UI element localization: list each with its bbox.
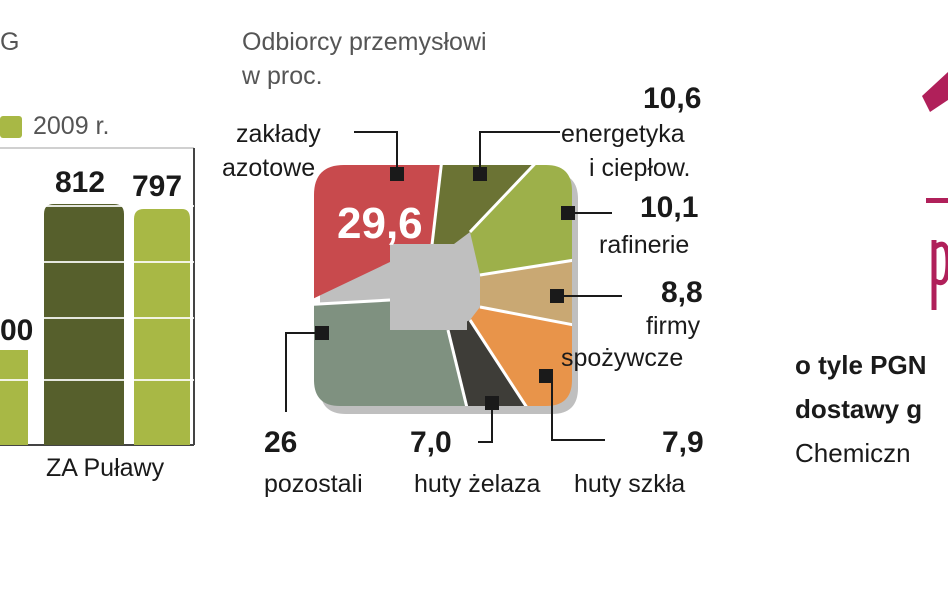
label-firmy-line1: firmy (646, 312, 701, 340)
accent-digit-top (922, 72, 948, 112)
label-energetyka-line1: energetyka (561, 120, 685, 148)
slice-separators (314, 165, 572, 406)
slice-energetyka (430, 165, 548, 262)
bar-value-light: 797 (132, 170, 183, 203)
left-chart-title: G (0, 28, 20, 56)
value-pozostali: 26 (264, 426, 298, 459)
slice-pozostali (314, 300, 470, 406)
slice-zaklady-azotowe (314, 165, 443, 305)
label-huty-szkla: huty szkła (574, 470, 686, 498)
value-rafinerie: 10,1 (640, 191, 699, 224)
right-line1-a: o tyle (795, 350, 871, 380)
right-line3: Chemiczn (795, 438, 911, 468)
leader-markers (315, 167, 575, 410)
label-rafinerie: rafinerie (599, 231, 690, 259)
label-pozostali: pozostali (264, 470, 363, 498)
legend-label-2009: 2009 r. (33, 112, 110, 140)
slice-huty-szkla (470, 307, 572, 406)
value-energetyka: 10,6 (643, 82, 702, 115)
value-firmy-spozywcze: 8,8 (661, 276, 703, 309)
right-line1: o tyle PGN (795, 352, 926, 378)
bar-za-pulawy-dark (44, 204, 124, 445)
pie-title: Odbiorcy przemysłowi (242, 28, 487, 56)
value-huty-zelaza: 7,0 (410, 426, 452, 459)
label-firmy-line2: spożywcze (561, 344, 684, 372)
value-zaklady-azotowe: 29,6 (337, 199, 423, 248)
bar-value-dark: 812 (55, 166, 106, 199)
label-zaklady-line1: zakłady (236, 120, 321, 148)
label-huty-zelaza: huty żelaza (414, 470, 541, 498)
accent-dash (926, 198, 948, 203)
label-zaklady-line2: azotowe (222, 154, 316, 182)
bar-za-pulawy-light (134, 209, 190, 445)
value-huty-szkla: 7,9 (662, 426, 704, 459)
bar-left-partial (0, 350, 28, 445)
accent-letter (931, 240, 948, 310)
right-line1-b: PGN (870, 350, 927, 380)
right-line2: dostawy g (795, 394, 923, 424)
slice-rafinerie (470, 165, 572, 275)
label-energetyka-line2: i ciepłow. (589, 154, 691, 182)
legend-swatch-2009 (0, 116, 22, 138)
category-label: ZA Puławy (46, 454, 165, 482)
pie-subtitle: w proc. (242, 62, 323, 90)
bar-gridlines (0, 205, 194, 381)
bar-value-left: 00 (0, 314, 34, 347)
slice-huty-zelaza (448, 320, 535, 406)
